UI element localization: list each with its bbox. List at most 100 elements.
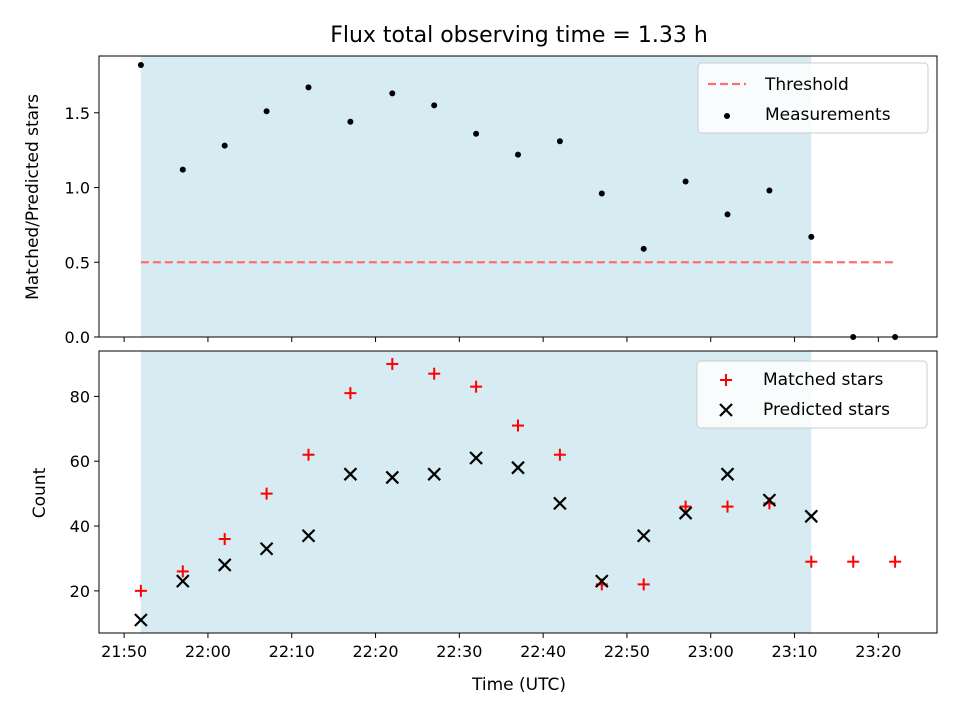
x-axis-label: Time (UTC) (471, 675, 566, 695)
top-y-tick-label: 1.5 (65, 104, 90, 123)
matched-star-marker (428, 367, 441, 380)
predicted-star-marker (636, 528, 651, 543)
bottom-x-tick-label: 23:00 (688, 642, 734, 661)
bottom-x-tick-label: 21:50 (101, 642, 147, 661)
measurement-point (808, 233, 815, 240)
predicted-star-marker (678, 506, 693, 520)
bottom-y-tick-label: 60 (70, 452, 90, 471)
measurement-point (431, 102, 438, 109)
predicted-star-marker (134, 613, 148, 627)
matched-star-marker (847, 555, 860, 568)
bottom-x-tick-label: 22:50 (604, 642, 650, 661)
measurement-point (305, 84, 312, 91)
bottom-legend-box (696, 360, 928, 429)
predicted-star-marker (301, 528, 316, 543)
matched-star-marker (470, 380, 483, 393)
predicted-star-marker (553, 496, 567, 511)
predicted-star-stroke-b (343, 467, 358, 481)
predicted-star-stroke-b (762, 493, 777, 507)
predicted-star-marker (720, 467, 735, 481)
top-legend-box (697, 62, 929, 134)
predicted-star-stroke-b (595, 574, 609, 588)
legend-threshold-label: Threshold (764, 75, 849, 95)
legend-predicted-swatch (719, 403, 733, 417)
predicted-star-stroke-b (427, 467, 441, 481)
top-y-tick-label: 0.5 (65, 253, 90, 272)
predicted-star-stroke-b (259, 541, 274, 556)
predicted-star-stroke-b (511, 460, 525, 475)
matched-star-marker (889, 555, 902, 568)
measurement-point (179, 166, 186, 173)
predicted-star-stroke-b (134, 613, 148, 627)
matched-star-marker (553, 448, 566, 461)
measurement-point (347, 118, 354, 125)
predicted-star-stroke-b (636, 528, 651, 543)
predicted-star-stroke-b (217, 558, 232, 572)
bottom-x-tick-label: 23:20 (855, 642, 901, 661)
predicted-star-marker (217, 558, 232, 572)
top-y-tick-label: 1.0 (65, 179, 90, 198)
measurement-point (598, 190, 605, 197)
bottom-x-tick-label: 22:30 (436, 642, 482, 661)
measurement-point (556, 138, 563, 145)
predicted-star-stroke-b (469, 451, 483, 465)
predicted-star-marker (804, 509, 819, 524)
predicted-star-stroke-b (720, 467, 735, 481)
bottom-y-tick-label: 80 (70, 387, 90, 406)
matched-star-marker (260, 487, 273, 500)
legend-matched-label: Matched stars (763, 370, 883, 390)
measurement-point (682, 178, 689, 185)
matched-star-marker (344, 387, 357, 400)
bottom-x-tick-label: 22:00 (185, 642, 231, 661)
matched-star-marker (386, 357, 399, 370)
measurement-point (137, 61, 144, 68)
predicted-star-marker (762, 493, 777, 507)
matched-star-marker (302, 448, 315, 461)
bottom-x-tick-label: 22:10 (269, 642, 315, 661)
predicted-star-stroke-b (678, 506, 693, 520)
legend-measurements-swatch (724, 113, 730, 119)
bottom-x-tick-label: 22:40 (520, 642, 566, 661)
bottom-y-tick-label: 20 (70, 582, 90, 601)
legend-predicted-stroke-b (719, 403, 733, 417)
predicted-star-stroke-b (301, 528, 316, 543)
predicted-star-marker (385, 470, 400, 485)
predicted-star-marker (595, 574, 609, 588)
matched-star-marker (637, 578, 650, 591)
measurement-point (473, 130, 480, 137)
predicted-star-marker (427, 467, 441, 481)
top-axes: 0.0 0.5 1.0 1.5 Threshold Measurements (65, 55, 938, 347)
matched-star-marker (218, 533, 231, 545)
measurement-point (766, 187, 773, 194)
predicted-star-marker (259, 541, 274, 556)
predicted-star-stroke-b (385, 470, 400, 485)
predicted-star-marker (469, 451, 483, 465)
top-axes-frame (98, 55, 938, 338)
matched-star-marker (679, 500, 692, 513)
predicted-star-stroke-b (176, 574, 190, 588)
top-y-tick-label: 0.0 (65, 328, 90, 347)
legend-matched-swatch (720, 374, 732, 386)
bottom-axes-frame (98, 350, 938, 634)
matched-star-marker (512, 419, 524, 432)
matched-star-marker (721, 500, 734, 513)
matched-star-marker (134, 584, 147, 597)
predicted-star-marker (511, 460, 525, 475)
bottom-y-axis-label: Count (30, 467, 50, 518)
predicted-star-marker (343, 467, 358, 481)
measurement-point (515, 151, 521, 158)
legend-predicted-label: Predicted stars (763, 400, 890, 420)
measurement-point (724, 211, 731, 218)
measurement-point (221, 142, 228, 149)
matched-star-marker (805, 555, 818, 568)
measurement-point (263, 108, 270, 115)
predicted-star-stroke-b (804, 509, 819, 524)
chart-title: Flux total observing time = 1.33 h (330, 23, 708, 48)
measurement-point (640, 245, 647, 252)
predicted-star-stroke-b (553, 496, 567, 511)
bottom-y-tick-label: 40 (70, 517, 90, 536)
measurement-point (389, 90, 396, 97)
legend-measurements-label: Measurements (765, 105, 891, 125)
bottom-x-tick-label: 23:10 (771, 642, 817, 661)
